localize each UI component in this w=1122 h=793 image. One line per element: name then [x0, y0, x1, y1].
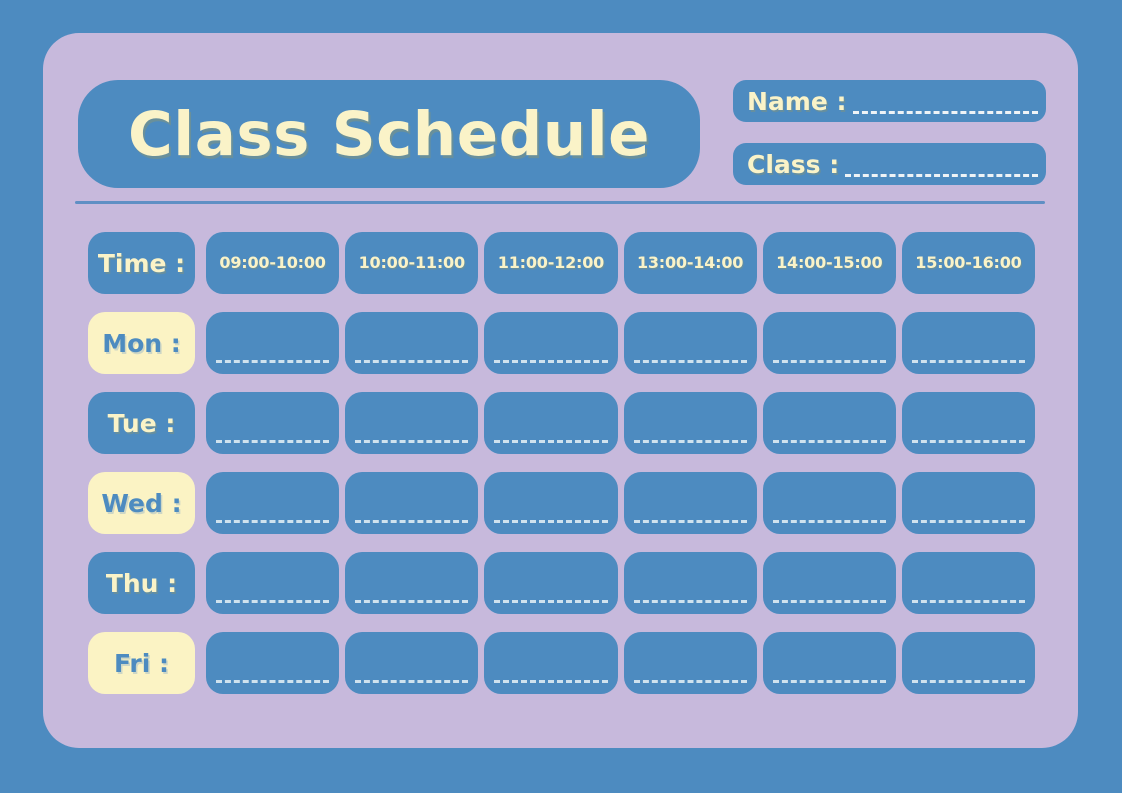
entry-mon-2[interactable] [484, 312, 618, 374]
entry-fri-3[interactable] [623, 632, 757, 694]
entry-tue-0[interactable] [206, 392, 340, 454]
entry-fri-0[interactable] [206, 632, 340, 694]
entry-mon-3[interactable] [623, 312, 757, 374]
day-row-wed: Wed : [88, 472, 1036, 534]
name-field[interactable]: Name : [733, 80, 1046, 122]
entry-tue-5[interactable] [901, 392, 1036, 454]
entry-wed-2[interactable] [484, 472, 618, 534]
class-field[interactable]: Class : [733, 143, 1046, 185]
time-slot-text: 15:00-16:00 [915, 253, 1022, 272]
time-slot-text: 09:00-10:00 [219, 253, 326, 272]
entry-wed-5[interactable] [901, 472, 1036, 534]
entry-wed-1[interactable] [345, 472, 479, 534]
day-label-text: Wed : [101, 488, 182, 518]
day-row-fri: Fri : [88, 632, 1036, 694]
entry-thu-1[interactable] [345, 552, 479, 614]
time-slot-header-4: 14:00-15:00 [762, 232, 896, 294]
entry-fri-5[interactable] [901, 632, 1036, 694]
time-slot-text: 11:00-12:00 [497, 253, 605, 272]
entry-thu-4[interactable] [762, 552, 896, 614]
day-label-text: Mon : [102, 328, 181, 358]
day-label-mon: Mon : [88, 312, 195, 374]
page-title: Class Schedule [78, 80, 700, 188]
entry-mon-4[interactable] [762, 312, 896, 374]
day-row-mon: Mon : [88, 312, 1036, 374]
page-title-text: Class Schedule [128, 98, 650, 170]
entry-fri-1[interactable] [345, 632, 479, 694]
entry-mon-0[interactable] [206, 312, 340, 374]
header: Class Schedule Name : Class : [43, 33, 1078, 204]
entry-thu-5[interactable] [901, 552, 1036, 614]
day-label-fri: Fri : [88, 632, 195, 694]
day-label-tue: Tue : [88, 392, 195, 454]
time-slot-text: 14:00-15:00 [776, 253, 883, 272]
entry-mon-1[interactable] [345, 312, 479, 374]
entry-tue-4[interactable] [762, 392, 896, 454]
day-label-text: Tue : [107, 408, 176, 438]
day-row-thu: Thu : [88, 552, 1036, 614]
entry-wed-3[interactable] [623, 472, 757, 534]
time-slot-text: 10:00-11:00 [358, 253, 466, 272]
entry-fri-2[interactable] [484, 632, 618, 694]
time-slot-header-5: 15:00-16:00 [901, 232, 1036, 294]
class-field-input[interactable] [845, 143, 1038, 185]
entry-tue-2[interactable] [484, 392, 618, 454]
time-header-label-text: Time : [97, 248, 186, 278]
time-slot-header-2: 11:00-12:00 [484, 232, 618, 294]
entry-thu-3[interactable] [623, 552, 757, 614]
time-header-row: Time : 09:00-10:00 10:00-11:00 11:00-12:… [88, 232, 1036, 294]
schedule-card: Class Schedule Name : Class : Time : 09:… [43, 33, 1078, 748]
entry-wed-0[interactable] [206, 472, 340, 534]
day-label-text: Fri : [113, 648, 170, 678]
day-label-thu: Thu : [88, 552, 195, 614]
entry-fri-4[interactable] [762, 632, 896, 694]
time-slot-header-1: 10:00-11:00 [345, 232, 479, 294]
day-label-text: Thu : [105, 568, 178, 598]
name-field-input[interactable] [852, 80, 1039, 122]
time-slot-header-0: 09:00-10:00 [206, 232, 340, 294]
day-row-tue: Tue : [88, 392, 1036, 454]
entry-tue-1[interactable] [345, 392, 479, 454]
class-field-label: Class : [747, 149, 840, 179]
time-slot-text: 13:00-14:00 [636, 253, 744, 272]
time-slot-header-3: 13:00-14:00 [623, 232, 757, 294]
entry-thu-0[interactable] [206, 552, 340, 614]
name-field-label: Name : [747, 86, 847, 116]
entry-mon-5[interactable] [901, 312, 1036, 374]
entry-tue-3[interactable] [623, 392, 757, 454]
entry-thu-2[interactable] [484, 552, 618, 614]
header-divider [75, 201, 1045, 204]
day-label-wed: Wed : [88, 472, 195, 534]
time-header-label: Time : [88, 232, 195, 294]
schedule-grid: Time : 09:00-10:00 10:00-11:00 11:00-12:… [88, 232, 1036, 694]
entry-wed-4[interactable] [762, 472, 896, 534]
